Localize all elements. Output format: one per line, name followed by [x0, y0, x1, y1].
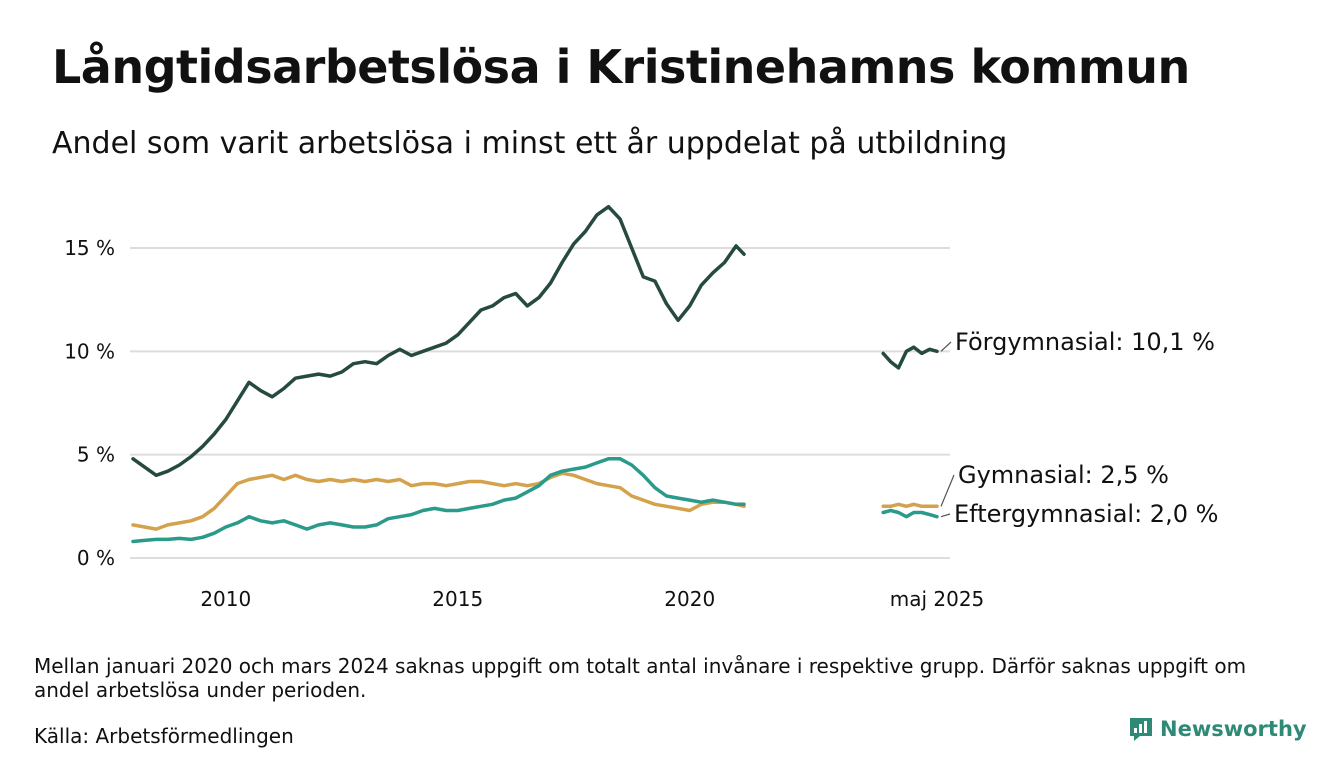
x-tick-label: 2010 — [200, 587, 251, 611]
x-axis-tick-labels: 2010 2015 2020 maj 2025 — [200, 587, 984, 611]
x-tick-label: 2015 — [432, 587, 483, 611]
series-line-eftergymnasial-after — [881, 508, 939, 519]
chart-subtitle: Andel som varit arbetslösa i minst ett å… — [52, 126, 1008, 161]
y-tick-label: 0 % — [77, 546, 115, 570]
end-label-eftergymnasial: Eftergymnasial: 2,0 % — [954, 500, 1218, 528]
end-label-leader — [940, 513, 951, 518]
end-label-leader — [940, 474, 955, 507]
end-label-förgymnasial: Förgymnasial: 10,1 % — [955, 328, 1215, 356]
newsworthy-logo-icon — [1130, 718, 1152, 741]
y-tick-label: 10 % — [64, 339, 115, 363]
series-line-gymnasial-before — [131, 471, 746, 531]
gridlines — [130, 247, 950, 559]
source-note: Källa: Arbetsförmedlingen — [34, 724, 294, 748]
x-tick-label: 2020 — [664, 587, 715, 611]
end-labels: Förgymnasial: 10,1 % Gymnasial: 2,5 % Efte… — [940, 328, 1218, 528]
y-axis-tick-labels: 0 % 5 % 10 % 15 % — [64, 236, 115, 570]
end-label-gymnasial: Gymnasial: 2,5 % — [958, 461, 1169, 489]
series-line-förgymnasial-before — [131, 204, 746, 478]
end-label-leader — [940, 341, 952, 352]
brand-name: Newsworthy — [1160, 717, 1307, 741]
x-tick-label: maj 2025 — [890, 587, 985, 611]
y-tick-label: 15 % — [64, 236, 115, 260]
footnote: Mellan januari 2020 och mars 2024 saknas… — [34, 654, 1247, 702]
series-line-eftergymnasial-before — [131, 457, 746, 544]
brand-logo: Newsworthy — [1128, 716, 1307, 742]
series-line-gymnasial-after — [881, 502, 939, 509]
y-tick-label: 5 % — [77, 443, 115, 467]
line-chart: 0 % 5 % 10 % 15 % 2010 2015 2020 maj 2025 Förg… — [64, 204, 1218, 611]
chart-title: Långtidsarbetslösa i Kristinehamns kommu… — [52, 40, 1190, 94]
series-line-förgymnasial-after — [881, 345, 939, 370]
series-lines — [131, 204, 939, 544]
